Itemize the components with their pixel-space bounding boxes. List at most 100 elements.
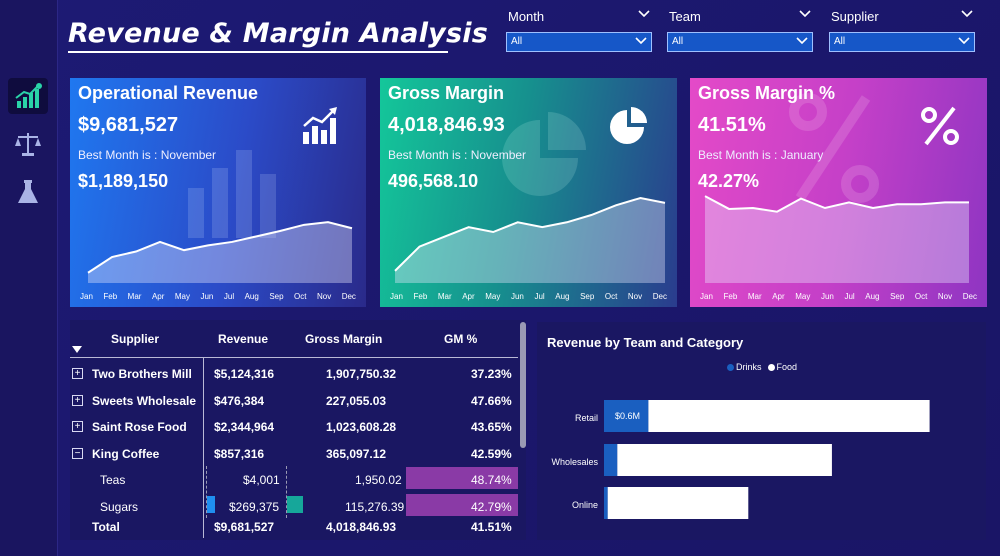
supplier-cell: Teas — [100, 473, 126, 487]
month-label: Jan — [390, 292, 403, 301]
month-label: Mar — [127, 292, 142, 301]
sparkline-line — [87, 221, 353, 274]
expand-icon[interactable]: + — [72, 368, 83, 379]
revenue-sparkline — [87, 221, 353, 283]
nav-revenue-button[interactable] — [8, 78, 48, 114]
month-label: Mar — [747, 292, 762, 301]
best-month-label: Best Month is : November — [388, 148, 527, 162]
month-label: Jul — [223, 292, 235, 301]
bar-drinks[interactable] — [604, 400, 649, 432]
sort-descending-icon[interactable] — [72, 346, 82, 354]
slicer-label: Month — [508, 9, 545, 24]
team-category-chart: Revenue by Team and Category Drinks Food… — [537, 322, 986, 540]
gross-margin-pct-card: Gross Margin % 41.51% Best Month is : Ja… — [690, 78, 987, 307]
legend-item-food[interactable]: Food — [767, 362, 798, 372]
best-month-value: $1,189,150 — [78, 171, 169, 191]
databar-axis — [286, 466, 287, 518]
month-label: Apr — [151, 292, 165, 301]
legend-item-drinks[interactable]: Drinks — [727, 362, 762, 372]
expand-icon[interactable]: + — [72, 421, 83, 432]
slicer-label: Supplier — [831, 9, 879, 24]
flask-icon — [18, 180, 38, 203]
month-label: Nov — [937, 292, 953, 301]
month-label: Mar — [437, 292, 452, 301]
gm-pct-cell: 47.66% — [471, 394, 512, 408]
bar-drinks[interactable] — [604, 444, 618, 476]
best-month-value: 42.27% — [698, 171, 760, 191]
data-label: $0.6M — [615, 411, 640, 421]
table-scrollbar[interactable] — [520, 322, 526, 448]
month-label: Jul — [844, 292, 855, 301]
header-divider — [70, 357, 518, 358]
expand-icon[interactable]: + — [72, 395, 83, 406]
month-axis: Jan Feb Mar Apr May Jun Jul Aug Sep Oct … — [690, 292, 987, 301]
dropdown-value: All — [834, 36, 846, 47]
watermark-pie-icon — [502, 112, 586, 196]
gm-pct-databar — [406, 494, 518, 516]
margin-cell: 1,950.02 — [355, 473, 402, 487]
chart-legend: Drinks Food — [727, 362, 797, 372]
category-label: Retail — [574, 413, 598, 423]
sparkline-line — [704, 195, 969, 213]
card-value: 41.51% — [698, 114, 766, 136]
card-value: 4,018,846.93 — [388, 114, 505, 136]
month-label: Dec — [341, 292, 356, 301]
gm-pct-cell: 48.74% — [471, 473, 512, 487]
legend-label: Food — [776, 362, 798, 372]
team-slicer[interactable]: Team All — [667, 6, 813, 52]
card-title: Gross Margin — [388, 83, 505, 103]
gm-pct-total: 41.51% — [471, 520, 512, 534]
team-dropdown[interactable]: All — [667, 32, 813, 52]
column-header-gm-pct[interactable]: GM % — [444, 332, 478, 346]
month-label: Feb — [103, 292, 118, 301]
watermark-chart-icon — [188, 150, 276, 238]
gm-pct-cell: 37.23% — [471, 367, 512, 381]
column-divider — [203, 358, 204, 538]
supplier-cell: Sweets Wholesale — [92, 394, 197, 408]
margin-databar — [287, 496, 303, 513]
month-label: Dec — [652, 292, 667, 301]
gm-pct-cell: 42.79% — [471, 500, 512, 514]
month-label: Jan — [700, 292, 713, 301]
bar-drinks[interactable] — [604, 487, 608, 519]
nav-margin-button[interactable] — [8, 126, 48, 162]
sparkline-line — [394, 196, 666, 272]
best-month-value: 496,568.10 — [388, 171, 479, 191]
supplier-cell: King Coffee — [92, 447, 160, 461]
chevron-down-icon — [958, 37, 970, 45]
month-axis: Jan Feb Mar Apr May Jun Jul Aug Sep Oct … — [70, 292, 366, 301]
supplier-slicer[interactable]: Supplier All — [829, 6, 975, 52]
month-label: Oct — [604, 292, 618, 301]
title-underline — [68, 51, 448, 53]
column-header-revenue[interactable]: Revenue — [218, 332, 269, 346]
dropdown-value: All — [672, 36, 684, 47]
month-label: Jul — [534, 292, 545, 301]
month-label: Sep — [890, 292, 905, 301]
total-label: Total — [92, 520, 120, 534]
slicer-label: Team — [669, 9, 701, 24]
bar-food[interactable] — [607, 487, 749, 519]
revenue-cell: $4,001 — [243, 473, 280, 487]
column-header-supplier[interactable]: Supplier — [111, 332, 160, 346]
month-label: Jun — [820, 292, 834, 301]
supplier-cell: Two Brothers Mill — [92, 367, 192, 381]
gm-pct-cell: 43.65% — [471, 420, 512, 434]
month-label: May — [485, 292, 501, 301]
supplier-dropdown[interactable]: All — [829, 32, 975, 52]
month-dropdown[interactable]: All — [506, 32, 652, 52]
nav-analysis-button[interactable] — [8, 174, 48, 210]
month-slicer[interactable]: Month All — [506, 6, 652, 52]
column-header-gross-margin[interactable]: Gross Margin — [305, 332, 383, 346]
dropdown-value: All — [511, 36, 523, 47]
margin-pct-sparkline — [704, 195, 969, 283]
bar-food[interactable] — [648, 400, 930, 432]
bar-food[interactable] — [617, 444, 832, 476]
collapse-icon[interactable]: − — [72, 448, 83, 459]
chevron-down-icon — [635, 37, 647, 45]
month-label: May — [795, 292, 811, 301]
percent-icon — [921, 106, 959, 146]
revenue-databar — [207, 496, 215, 513]
margin-sparkline — [394, 196, 666, 283]
chevron-down-icon — [961, 10, 973, 18]
card-title: Operational Revenue — [78, 83, 259, 103]
